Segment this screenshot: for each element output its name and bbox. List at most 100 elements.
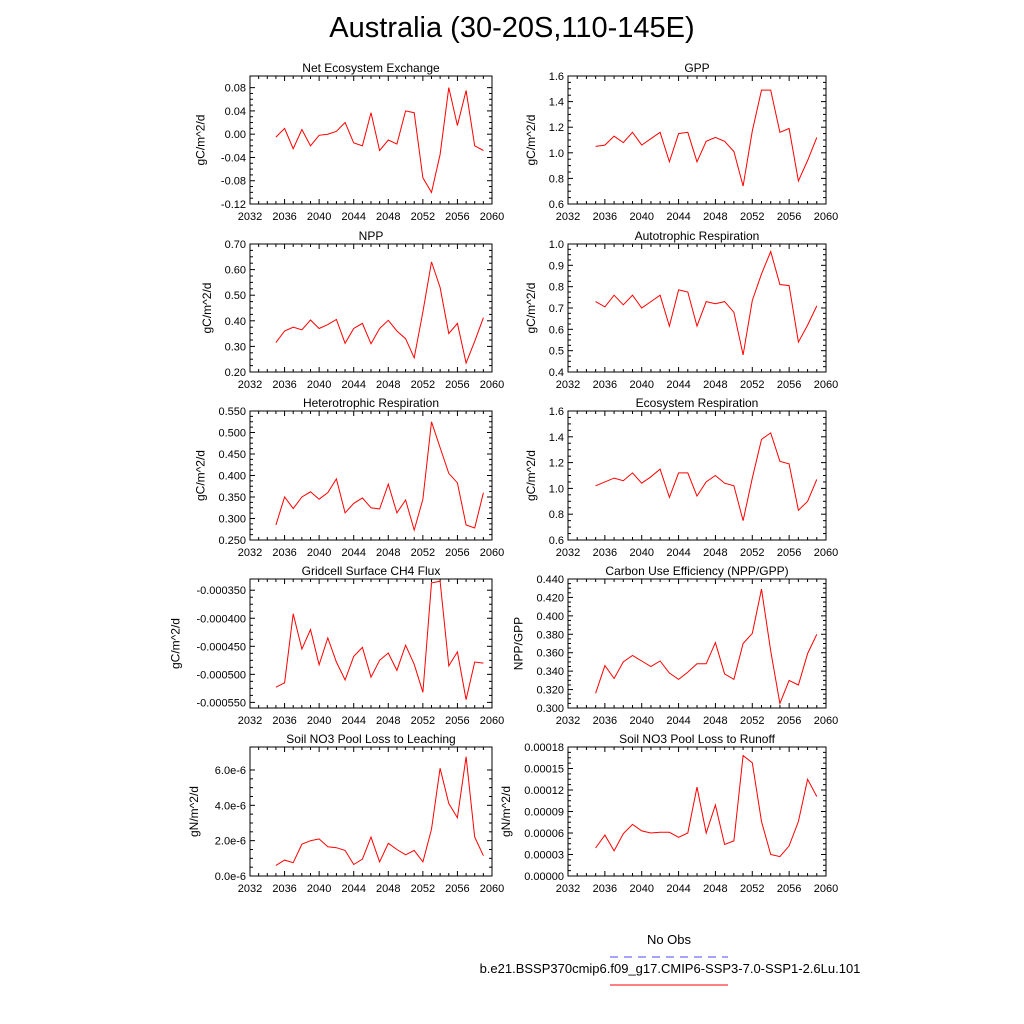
plot-frame xyxy=(567,578,827,709)
x-tick-label: 2048 xyxy=(376,547,400,559)
x-tick-label: 2040 xyxy=(629,547,653,559)
x-tick-label: 2056 xyxy=(445,883,469,895)
y-tick-label: 1.4 xyxy=(549,432,564,444)
y-tick-label: -0.000500 xyxy=(196,669,246,681)
x-tick-label: 2056 xyxy=(445,547,469,559)
x-tick-label: 2036 xyxy=(593,883,617,895)
x-tick-label: 2048 xyxy=(703,547,727,559)
y-tick-label: -0.000550 xyxy=(196,697,246,709)
y-tick-label: -0.08 xyxy=(221,176,246,188)
series-line xyxy=(275,756,484,866)
y-tick-label: 0.450 xyxy=(218,449,246,461)
x-tick-label: 2048 xyxy=(703,883,727,895)
x-tick-label: 2048 xyxy=(703,379,727,391)
x-tick-label: 2032 xyxy=(556,211,580,223)
y-tick-label: 1.4 xyxy=(549,97,564,109)
chart-panel: Net Ecosystem Exchange 2032 2036 2040 2044 20… xyxy=(194,61,505,223)
y-tick-label: 0.360 xyxy=(536,648,564,660)
x-tick-label: 2048 xyxy=(376,211,400,223)
x-tick-label: 2052 xyxy=(411,379,435,391)
y-tick-label: 1.6 xyxy=(549,406,564,418)
x-tick-label: 2048 xyxy=(376,379,400,391)
plot-title: Soil NO3 Pool Loss to Leaching xyxy=(286,732,455,746)
x-tick-label: 2032 xyxy=(238,547,262,559)
y-tick-label: 0.00003 xyxy=(524,850,564,862)
x-tick-label: 2040 xyxy=(307,547,331,559)
x-tick-label: 2032 xyxy=(238,715,262,727)
y-axis-label: gN/m^2/d xyxy=(499,786,513,837)
y-tick-label: 0.340 xyxy=(536,666,564,678)
x-tick-label: 2060 xyxy=(480,547,504,559)
x-tick-label: 2060 xyxy=(480,883,504,895)
chart-panel: Gridcell Surface CH4 Flux 2032 2036 2040 204… xyxy=(168,564,504,727)
y-tick-label: 0.6 xyxy=(549,324,564,336)
y-axis-label: gC/m^2/d xyxy=(194,115,208,166)
y-tick-label: 0.8 xyxy=(549,282,564,294)
x-tick-label: 2032 xyxy=(556,547,580,559)
x-tick-label: 2032 xyxy=(556,379,580,391)
y-tick-label: -0.04 xyxy=(221,152,246,164)
y-tick-label: 0.550 xyxy=(218,406,246,418)
x-tick-label: 2032 xyxy=(238,211,262,223)
y-tick-label: 0.00009 xyxy=(524,807,564,819)
y-tick-label: 0.70 xyxy=(225,239,246,251)
y-axis-label: gC/m^2/d xyxy=(524,450,538,501)
chart-panel: NPP 2032 2036 2040 2044 2048 2052 2056 2060 0.20 0… xyxy=(200,229,504,391)
x-tick-label: 2032 xyxy=(238,379,262,391)
series-line xyxy=(595,588,818,706)
y-tick-label: 0.400 xyxy=(536,611,564,623)
y-tick-label: 0.50 xyxy=(225,290,246,302)
plot-title: NPP xyxy=(359,229,384,243)
y-tick-label: 1.6 xyxy=(549,71,564,83)
x-tick-label: 2044 xyxy=(341,547,365,559)
y-tick-label: 0.00000 xyxy=(524,871,564,883)
y-axis-label: gC/m^2/d xyxy=(200,283,214,334)
y-tick-label: 6.0e-6 xyxy=(215,765,246,777)
x-tick-label: 2060 xyxy=(814,883,838,895)
x-tick-label: 2056 xyxy=(777,883,801,895)
plot-frame xyxy=(567,75,827,205)
legend-obs-swatch xyxy=(610,956,728,958)
x-tick-label: 2060 xyxy=(480,211,504,223)
x-tick-label: 2052 xyxy=(411,715,435,727)
x-tick-label: 2044 xyxy=(341,715,365,727)
plot-frame xyxy=(249,578,493,709)
y-tick-label: 0.380 xyxy=(536,629,564,641)
y-axis-label: gC/m^2/d xyxy=(168,618,182,669)
y-tick-label: 4.0e-6 xyxy=(215,800,246,812)
x-tick-label: 2040 xyxy=(629,379,653,391)
y-tick-label: -0.000350 xyxy=(196,585,246,597)
y-tick-label: 0.30 xyxy=(225,341,246,353)
plot-title: Carbon Use Efficiency (NPP/GPP) xyxy=(605,564,788,578)
chart-panel: Heterotrophic Respiration 2032 2036 2040 204… xyxy=(194,396,505,559)
x-tick-label: 2036 xyxy=(593,211,617,223)
plot-title: Net Ecosystem Exchange xyxy=(302,61,440,75)
plot-frame xyxy=(249,746,493,877)
x-tick-label: 2032 xyxy=(556,883,580,895)
x-tick-label: 2036 xyxy=(272,883,296,895)
x-tick-label: 2044 xyxy=(341,883,365,895)
y-tick-label: 0.4 xyxy=(549,367,564,379)
y-tick-label: 0.00012 xyxy=(524,785,564,797)
y-tick-label: 0.00006 xyxy=(524,828,564,840)
x-tick-label: 2060 xyxy=(814,547,838,559)
y-tick-label: 0.300 xyxy=(218,514,246,526)
y-tick-label: 1.0 xyxy=(549,148,564,160)
plot-frame xyxy=(567,410,827,541)
chart-panel: Soil NO3 Pool Loss to Runoff 2032 2036 2040… xyxy=(499,732,838,895)
y-tick-label: 0.9 xyxy=(549,260,564,272)
x-tick-label: 2040 xyxy=(307,379,331,391)
y-tick-label: 1.0 xyxy=(549,483,564,495)
legend-case-swatch xyxy=(610,984,728,986)
x-tick-label: 2036 xyxy=(272,547,296,559)
x-tick-label: 2040 xyxy=(629,211,653,223)
y-tick-label: 0.40 xyxy=(225,316,246,328)
x-tick-label: 2040 xyxy=(307,715,331,727)
x-tick-label: 2048 xyxy=(703,211,727,223)
y-tick-label: -0.000450 xyxy=(196,641,246,653)
x-tick-label: 2056 xyxy=(445,715,469,727)
x-tick-label: 2052 xyxy=(740,379,764,391)
plot-title: Ecosystem Respiration xyxy=(636,396,759,410)
x-tick-label: 2060 xyxy=(814,379,838,391)
